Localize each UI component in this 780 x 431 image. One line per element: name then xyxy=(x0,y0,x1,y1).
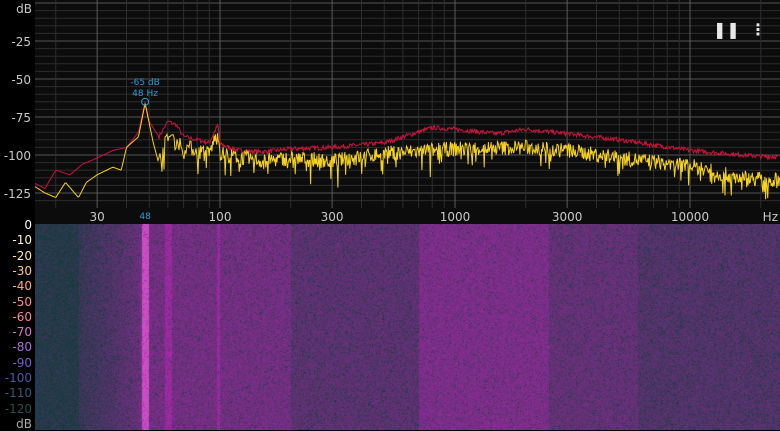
peak-marker xyxy=(141,97,150,106)
y-tick-label: -50 xyxy=(11,73,31,87)
x-tick-label: 30 xyxy=(89,210,104,224)
y-tick-label: -75 xyxy=(11,111,31,125)
more-vert-icon: ⋮ xyxy=(750,20,766,39)
color-scale-label: -70 xyxy=(12,325,32,340)
more-menu-button[interactable]: ⋮ xyxy=(750,20,766,39)
series-current xyxy=(34,103,780,200)
color-scale-label: -30 xyxy=(12,263,32,278)
pause-icon: ❚❚ xyxy=(713,20,740,39)
x-tick-label: 10000 xyxy=(671,210,709,224)
spectrum-chart: -25 -50 -75 -100 -125 30 100 300 1000 3000 10000 Hz… xyxy=(4,0,780,224)
color-scale-label: -40 xyxy=(12,279,32,294)
color-scale-label: -60 xyxy=(12,309,32,324)
color-scale-unit: dB xyxy=(16,416,32,431)
series-peak-hold xyxy=(34,102,780,190)
peak-db-label: -65 dB xyxy=(130,78,159,88)
color-scale-label: -100 xyxy=(4,371,32,385)
plot-background xyxy=(35,0,780,224)
x-tick-label: 3000 xyxy=(552,210,583,224)
y-tick-label: -125 xyxy=(4,187,31,201)
x-tick-label: 300 xyxy=(321,210,344,224)
peak-axis-label: 48 xyxy=(139,212,151,222)
y-tick-label: -25 xyxy=(11,35,31,49)
x-axis-unit: Hz xyxy=(763,210,778,224)
spectrogram xyxy=(35,224,780,430)
x-tick-label: 1000 xyxy=(440,210,471,224)
color-scale-label: -80 xyxy=(12,340,32,355)
color-scale-label: 0 xyxy=(24,218,32,232)
pause-button[interactable]: ❚❚ xyxy=(713,20,740,39)
color-scale-label: -50 xyxy=(12,294,32,309)
color-scale-label: -120 xyxy=(4,401,32,416)
y-axis-unit: dB xyxy=(16,2,32,16)
color-scale-label: -10 xyxy=(12,233,32,248)
color-scale-label: -110 xyxy=(4,386,32,401)
peak-hz-label: 48 Hz xyxy=(132,89,158,99)
y-tick-label: -100 xyxy=(4,149,31,163)
color-scale-label: -90 xyxy=(12,355,32,370)
color-scale-label: -20 xyxy=(12,248,32,263)
x-tick-label: 100 xyxy=(209,210,232,224)
